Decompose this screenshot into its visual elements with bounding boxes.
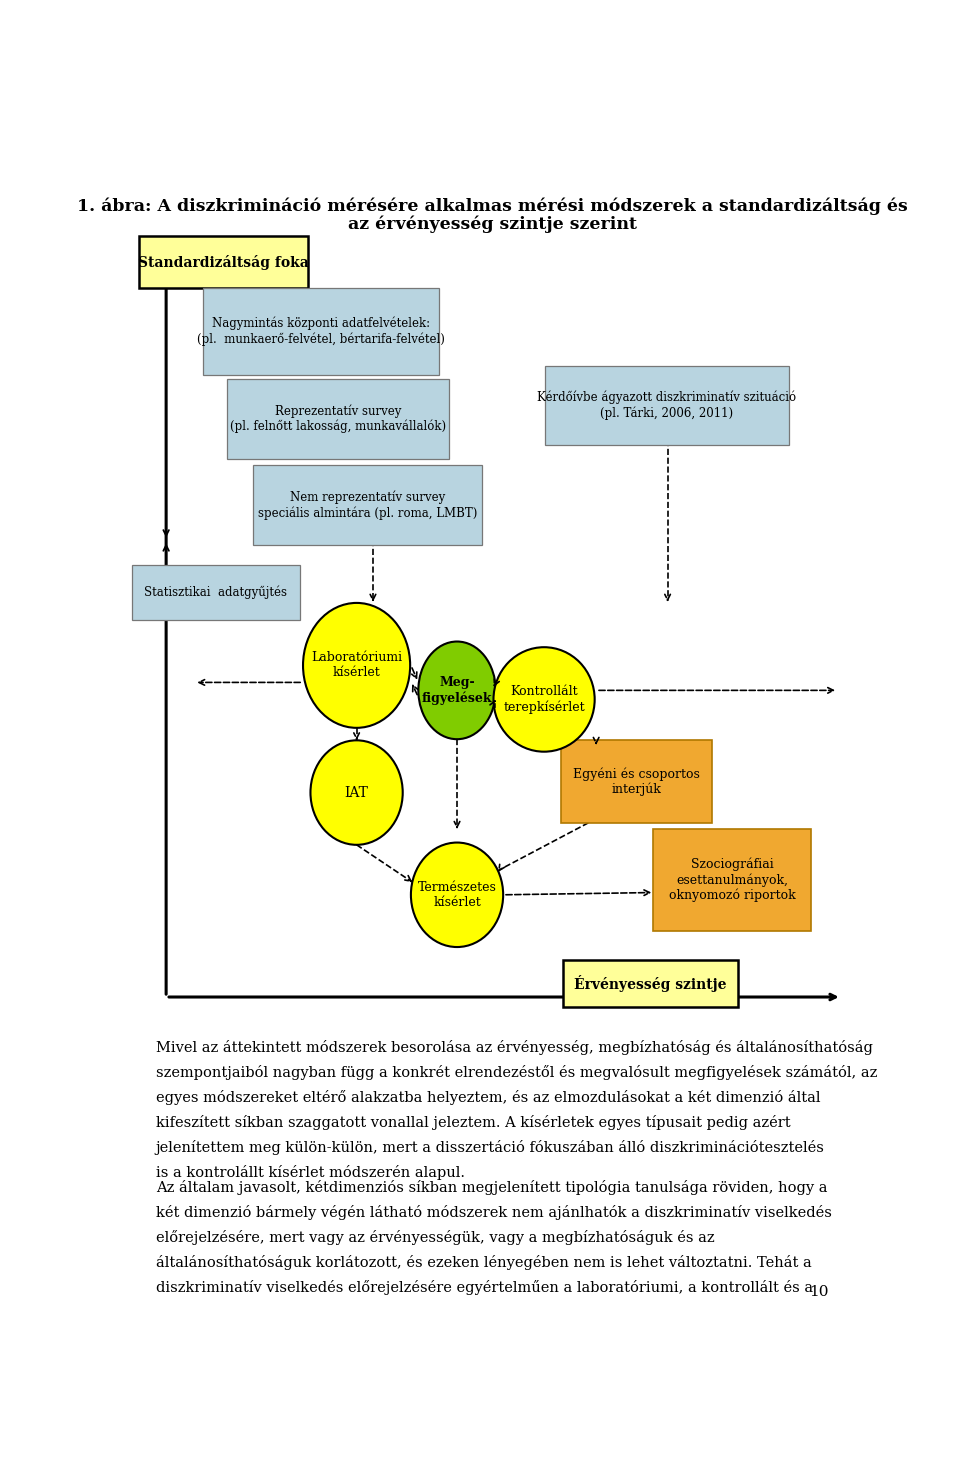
- Text: általánosíthatóságuk korlátozott, és ezeken lényegében nem is lehet változtatni.: általánosíthatóságuk korlátozott, és eze…: [156, 1255, 811, 1270]
- Ellipse shape: [310, 740, 403, 845]
- Ellipse shape: [411, 842, 503, 947]
- Text: az érvényesség szintje szerint: az érvényesség szintje szerint: [348, 215, 636, 233]
- FancyBboxPatch shape: [228, 379, 449, 459]
- Text: Statisztikai  adatgyűjtés: Statisztikai adatgyűjtés: [144, 586, 287, 599]
- Text: diszkriminatív viselkedés előrejelzésére egyértelműen a laboratóriumi, a kontrol: diszkriminatív viselkedés előrejelzésére…: [156, 1280, 813, 1295]
- FancyBboxPatch shape: [253, 466, 482, 544]
- FancyBboxPatch shape: [132, 565, 300, 619]
- Text: 1. ábra: A diszkrimináció mérésére alkalmas mérési módszerek a standardizáltság : 1. ábra: A diszkrimináció mérésére alkal…: [77, 198, 907, 215]
- Text: jelenítettem meg külön-külön, mert a disszertáció fókuszában álló diszkrimináció: jelenítettem meg külön-külön, mert a dis…: [156, 1140, 825, 1155]
- Text: Mivel az áttekintett módszerek besorolása az érvényesség, megbízhatóság és által: Mivel az áttekintett módszerek besorolás…: [156, 1040, 873, 1055]
- Ellipse shape: [493, 648, 594, 752]
- Text: Szociográfiai
esettanulmányok,
oknyomozó riportok: Szociográfiai esettanulmányok, oknyomozó…: [668, 857, 795, 903]
- Text: Laboratóriumi
kísérlet: Laboratóriumi kísérlet: [311, 652, 402, 680]
- Text: Nagymintás központi adatfelvételek:
(pl.  munkaerő-felvétel, bértarifa-felvétel): Nagymintás központi adatfelvételek: (pl.…: [197, 317, 444, 347]
- Text: 10: 10: [808, 1285, 828, 1299]
- Text: előrejelzésére, mert vagy az érvényességük, vagy a megbízhatóságuk és az: előrejelzésére, mert vagy az érvényesség…: [156, 1230, 714, 1245]
- FancyBboxPatch shape: [545, 366, 789, 445]
- Text: Kontrollált
terepkísérlet: Kontrollált terepkísérlet: [503, 686, 585, 714]
- Text: kifeszített síkban szaggatott vonallal jeleztem. A kísérletek egyes típusait ped: kifeszített síkban szaggatott vonallal j…: [156, 1115, 790, 1130]
- FancyBboxPatch shape: [138, 236, 308, 288]
- Text: Érvényesség szintje: Érvényesség szintje: [574, 975, 727, 991]
- Text: IAT: IAT: [345, 786, 369, 799]
- Text: két dimenzió bármely végén látható módszerek nem ajánlhatók a diszkriminatív vis: két dimenzió bármely végén látható módsz…: [156, 1205, 831, 1220]
- Text: Természetes
kísérlet: Természetes kísérlet: [418, 881, 496, 909]
- Text: szempontjaiból nagyban függ a konkrét elrendezéstől és megvalósult megfigyelések: szempontjaiból nagyban függ a konkrét el…: [156, 1065, 877, 1080]
- Text: egyes módszereket eltérő alakzatba helyeztem, és az elmozdulásokat a két dimenzi: egyes módszereket eltérő alakzatba helye…: [156, 1090, 820, 1105]
- FancyBboxPatch shape: [653, 829, 811, 931]
- FancyBboxPatch shape: [203, 288, 439, 375]
- Text: Nem reprezentatív survey
speciális almintára (pl. roma, LMBT): Nem reprezentatív survey speciális almin…: [258, 491, 477, 519]
- Text: Egyéni és csoportos
interjúk: Egyéni és csoportos interjúk: [573, 767, 700, 796]
- Text: Reprezentatív survey
(pl. felnőtt lakosság, munkavállalók): Reprezentatív survey (pl. felnőtt lakoss…: [230, 404, 446, 434]
- Text: Standardizáltság foka: Standardizáltság foka: [138, 255, 309, 270]
- FancyBboxPatch shape: [563, 960, 738, 1007]
- FancyBboxPatch shape: [562, 740, 712, 823]
- Text: Kérdőívbe ágyazott diszkriminatív szituáció
(pl. Tárki, 2006, 2011): Kérdőívbe ágyazott diszkriminatív szituá…: [538, 391, 797, 420]
- Text: is a kontrolállt kísérlet módszerén alapul.: is a kontrolállt kísérlet módszerén alap…: [156, 1165, 465, 1180]
- Text: Az általam javasolt, kétdimenziós síkban megjelenített tipológia tanulsága rövid: Az általam javasolt, kétdimenziós síkban…: [156, 1180, 828, 1195]
- Ellipse shape: [419, 642, 495, 739]
- Ellipse shape: [303, 603, 410, 727]
- Text: Meg-
figyelések: Meg- figyelések: [421, 676, 492, 705]
